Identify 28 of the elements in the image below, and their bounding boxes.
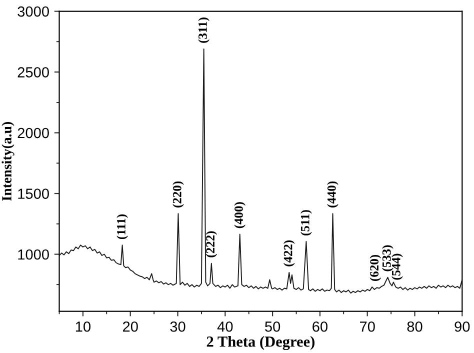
x-tick-label: 90 — [454, 321, 470, 332]
annotation: (111) — [116, 214, 128, 240]
x-tick-label: 60 — [312, 321, 328, 332]
y-tick-label: 2000 — [18, 128, 49, 138]
annotation: (533) — [382, 245, 394, 272]
y-tick-label: 1000 — [18, 249, 49, 260]
y-axis-title: Intensity(a.u) — [2, 122, 14, 201]
x-tick-label: 40 — [217, 321, 233, 332]
x-tick-label: 70 — [360, 321, 375, 332]
annotation: (620) — [370, 254, 382, 281]
annotation: (220) — [172, 181, 184, 208]
x-axis-title: 2 Theta (Degree) — [206, 336, 314, 350]
line-series — [59, 48, 462, 294]
annotation: (400) — [234, 202, 246, 228]
y-tick-label: 3000 — [18, 6, 49, 17]
annotation: (222) — [206, 231, 218, 258]
annotation: (311) — [198, 18, 210, 43]
x-tick-label: 30 — [170, 321, 186, 332]
x-tick-label: 20 — [122, 321, 138, 332]
x-tick-label: 10 — [76, 321, 90, 332]
annotation: (422) — [283, 240, 295, 266]
annotation: (544) — [392, 254, 403, 280]
x-tick-label: 80 — [407, 321, 422, 332]
annotation: (511) — [300, 210, 312, 236]
x-tick-label: 50 — [265, 321, 280, 332]
y-tick-label: 2500 — [18, 67, 49, 78]
annotation: (440) — [327, 181, 338, 208]
y-tick-label: 1500 — [18, 188, 49, 199]
